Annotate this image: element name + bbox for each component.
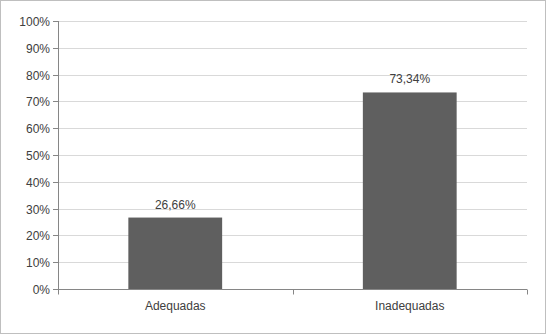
y-tick (53, 155, 58, 156)
y-tick (53, 21, 58, 22)
y-tick-label: 70% (26, 95, 50, 109)
y-tick (53, 75, 58, 76)
y-tick-label: 80% (26, 69, 50, 83)
y-tick (53, 289, 58, 290)
y-axis (58, 21, 59, 289)
bar (363, 92, 457, 289)
y-tick-label: 0% (33, 283, 51, 297)
y-tick-label: 40% (26, 176, 50, 190)
x-tick (293, 290, 294, 295)
x-tick (58, 290, 59, 295)
y-tick-label: 60% (26, 122, 50, 136)
grid-line (58, 48, 527, 49)
y-tick-label: 90% (26, 42, 50, 56)
y-tick (53, 48, 58, 49)
x-tick (527, 290, 528, 295)
y-tick (53, 235, 58, 236)
y-tick (53, 182, 58, 183)
bar (128, 218, 222, 289)
chart-container: 0% 10% 20% 30% 40% 50% 60% 70% 80% 90% 100% 26,66% A… (0, 0, 546, 334)
y-tick-label: 100% (19, 15, 50, 29)
grid-line (58, 289, 527, 290)
y-tick (53, 209, 58, 210)
y-tick (53, 128, 58, 129)
data-label: 26,66% (155, 198, 196, 212)
bars (128, 92, 456, 289)
x-tick-label: Adequadas (145, 299, 206, 313)
y-tick-label: 50% (26, 149, 50, 163)
y-tick-label: 30% (26, 203, 50, 217)
grid-line (58, 21, 527, 22)
y-tick (53, 101, 58, 102)
chart-svg: 0% 10% 20% 30% 40% 50% 60% 70% 80% 90% 100% 26,66% A… (0, 0, 546, 334)
x-tick-label: Inadequadas (375, 299, 444, 313)
chart-frame (1, 1, 546, 334)
y-tick-label: 20% (26, 229, 50, 243)
data-label: 73,34% (389, 72, 430, 86)
y-tick (53, 262, 58, 263)
x-axis (58, 289, 527, 290)
y-tick-label: 10% (26, 256, 50, 270)
grid-line (58, 75, 527, 76)
